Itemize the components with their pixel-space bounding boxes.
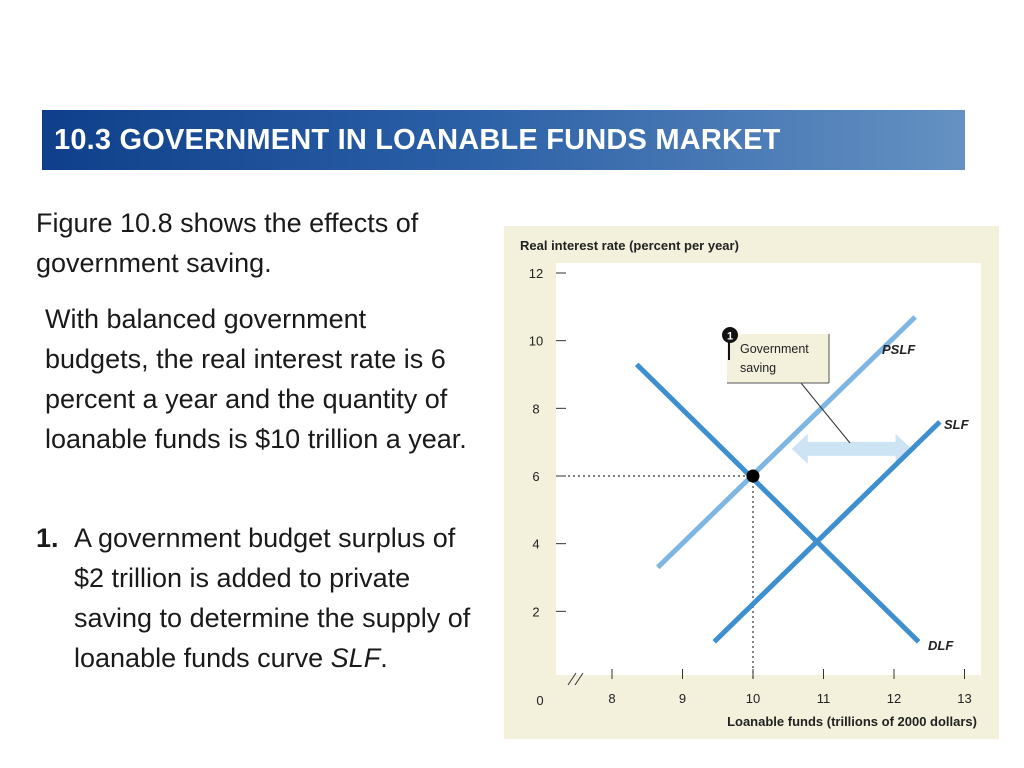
origin-label: 0: [536, 693, 543, 708]
step-1-period: .: [380, 643, 388, 673]
y-tick-label: 4: [532, 537, 539, 552]
plot-area: [556, 263, 981, 675]
title-bar: 10.3 GOVERNMENT IN LOANABLE FUNDS MARKET: [42, 110, 965, 170]
step-marker-number: 1: [727, 331, 733, 343]
curve-label-dlf: DLF: [928, 638, 954, 653]
axis-break-mark: [574, 672, 584, 686]
curves: [634, 315, 942, 644]
x-tick-label: 11: [817, 691, 831, 706]
curve-label-slf: SLF: [944, 417, 970, 432]
step-1-curve-name: SLF: [330, 643, 381, 673]
annotation-box: [727, 334, 829, 383]
step-marker-circle: [722, 327, 738, 343]
y-axis-label: Real interest rate (percent per year): [520, 238, 739, 253]
annotation-line-2: saving: [740, 361, 776, 375]
curve-label-pslf: PSLF: [882, 342, 916, 357]
balanced-budget-paragraph: With balanced government budgets, the re…: [45, 304, 467, 454]
double-headed-shift-arrow: [791, 433, 912, 464]
government-saving-annotation: 1 Government saving: [722, 327, 851, 444]
x-tick-label: 10: [746, 691, 760, 706]
step-1-text: A government budget surplus of $2 trilli…: [74, 518, 486, 678]
loanable-funds-chart: 2 4 6 8 10 12 8 9 10 11 12 13 1 Government saving DLF…: [520, 238, 981, 729]
curve-labels: DLF PSLF SLF: [882, 342, 970, 653]
x-axis-label: Loanable funds (trillions of 2000 dollar…: [727, 714, 977, 729]
y-tick-label: 6: [532, 469, 539, 484]
annotation-leader-line: [800, 382, 851, 444]
step-1-paragraph: 1. A government budget surplus of $2 tri…: [36, 518, 486, 678]
curve-pslf: [656, 315, 917, 570]
x-tick-label: 13: [957, 691, 971, 706]
step-number: 1.: [36, 523, 59, 553]
annotation-line-1: Government: [740, 342, 809, 356]
y-tick-label: 10: [529, 334, 543, 349]
curve-slf: [712, 420, 942, 644]
x-tick-label: 12: [887, 691, 901, 706]
step-1-body: A government budget surplus of $2 trilli…: [74, 523, 471, 673]
y-tick-label: 12: [529, 266, 543, 281]
y-tick-label: 8: [532, 401, 539, 416]
x-tick-label: 8: [608, 691, 615, 706]
shift-arrow: [791, 433, 912, 464]
x-tick-label: 9: [679, 691, 686, 706]
intro-paragraph: Figure 10.8 shows the effects of governm…: [36, 208, 419, 278]
y-tick-label: 2: [532, 604, 539, 619]
axis-break-mark: [567, 672, 577, 686]
equilibrium-point: [746, 469, 760, 483]
slide-title: 10.3 GOVERNMENT IN LOANABLE FUNDS MARKET: [54, 123, 781, 156]
equilibrium-guides: [568, 475, 754, 679]
curve-dlf: [634, 362, 921, 644]
